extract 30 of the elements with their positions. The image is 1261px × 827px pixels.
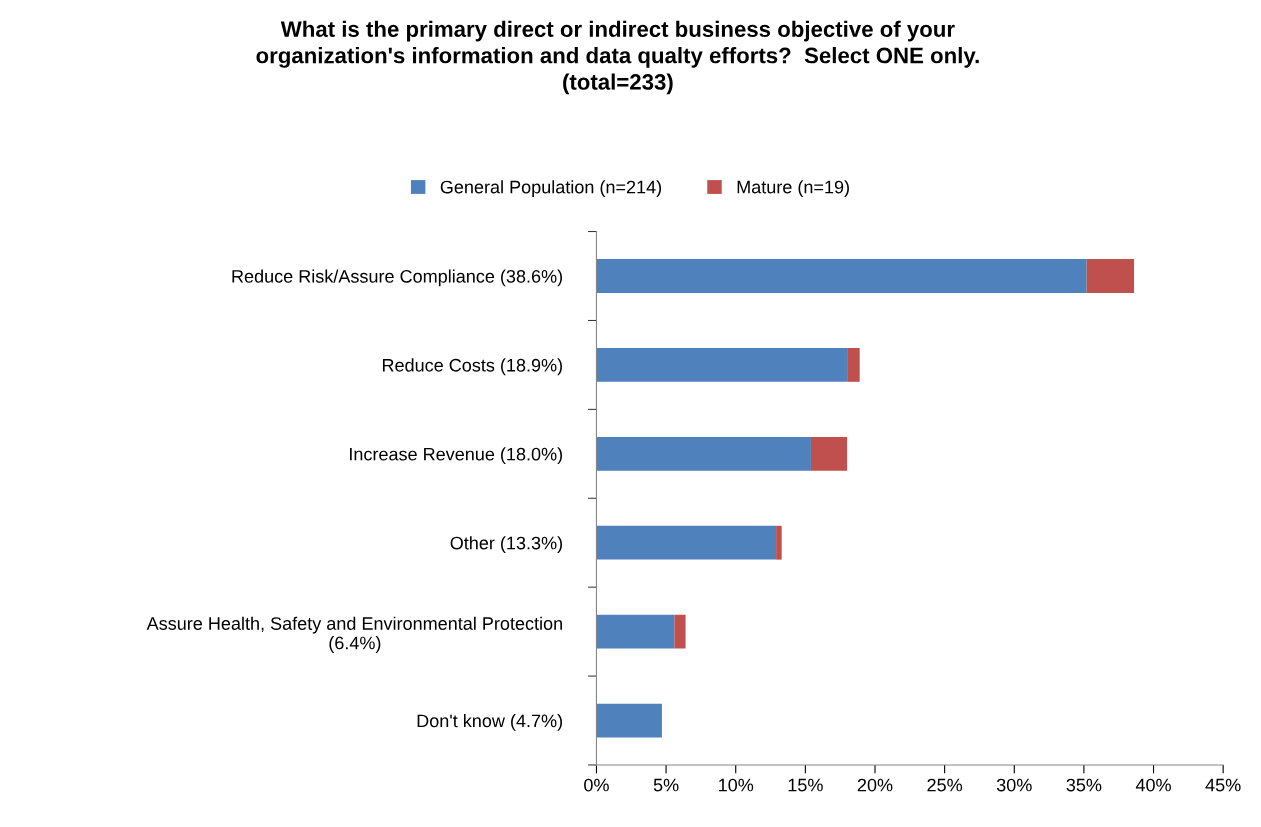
bar	[596, 525, 777, 560]
bar	[596, 259, 1087, 293]
x-tick-label: 15%	[788, 778, 823, 792]
bar	[596, 703, 662, 738]
bar	[596, 614, 675, 649]
y-tick-label: Reduce Costs (18.9%)	[382, 358, 563, 376]
x-tick-label: 0%	[584, 778, 609, 792]
y-tick-label: Assure Health, Safety and Environmental Protection (6.4%)	[146, 616, 562, 653]
chart-title: What is the primary direct or indirect business objective of your organization's information and data qualty efforts? Select ONE only. (total=233)	[256, 20, 979, 95]
x-tick-label: 40%	[1135, 778, 1171, 792]
bar	[1086, 259, 1135, 293]
bar	[847, 348, 860, 382]
x-tick-label: 45%	[1205, 778, 1241, 792]
legend-label: Mature (n=19)	[737, 180, 849, 198]
x-tick-label: 20%	[857, 778, 893, 792]
bar	[596, 348, 848, 382]
bar	[810, 436, 848, 471]
bar	[596, 436, 811, 471]
x-tick-label: 5%	[653, 778, 679, 792]
bar	[776, 525, 782, 560]
y-tick-label: Increase Revenue (18.0%)	[350, 447, 563, 465]
x-tick-label: 35%	[1066, 778, 1102, 792]
x-tick-label: 30%	[996, 778, 1032, 792]
y-tick-label: Reduce Risk/Assure Compliance (38.6%)	[232, 269, 563, 287]
y-tick-label: Other (13.3%)	[450, 536, 563, 553]
legend-label: General Population (n=214)	[440, 180, 662, 198]
x-tick-label: 10%	[719, 778, 754, 792]
x-tick-label: 25%	[927, 778, 963, 792]
bar	[674, 614, 686, 649]
y-tick-label: Don't know (4.7%)	[417, 713, 563, 731]
